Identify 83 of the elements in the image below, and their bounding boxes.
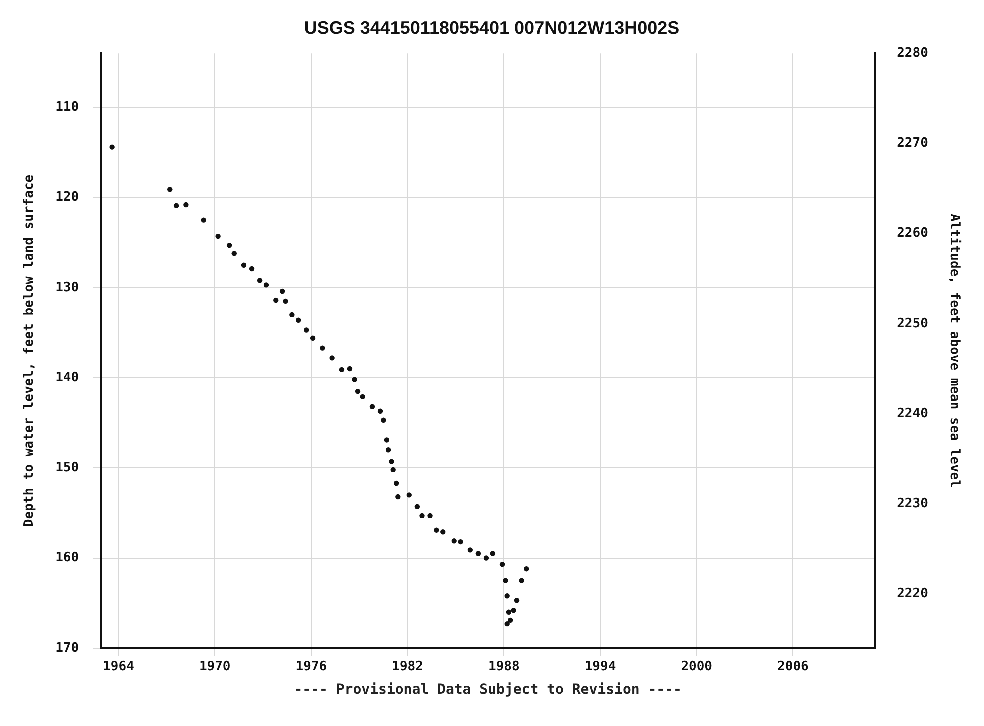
y-tick-label: 150 <box>56 460 80 476</box>
x-tick-label: 1994 <box>584 660 616 675</box>
point <box>296 318 302 323</box>
point <box>184 202 189 208</box>
point <box>201 218 206 223</box>
point <box>280 288 286 294</box>
point <box>330 356 335 361</box>
point <box>174 203 180 209</box>
point <box>452 538 457 544</box>
x-tick-label: 2000 <box>681 660 713 675</box>
point <box>440 530 446 535</box>
point <box>490 551 496 556</box>
y2-tick-label: 2260 <box>897 226 929 242</box>
y-tick-label: 140 <box>56 370 80 386</box>
x-tick-label: 1988 <box>488 660 520 675</box>
point <box>310 336 316 341</box>
point <box>406 492 412 498</box>
point <box>468 548 474 553</box>
point <box>360 394 366 400</box>
point <box>274 298 279 304</box>
point <box>347 366 353 372</box>
point <box>241 262 247 268</box>
point <box>506 610 512 615</box>
point <box>352 377 358 382</box>
point <box>381 418 386 423</box>
y-axis-title: Depth to water level, feet below land surface <box>22 174 38 528</box>
point <box>378 408 384 414</box>
y2-tick-label: 2240 <box>897 406 929 422</box>
text: ---- Provisional Data Subject to Revision ---- <box>294 682 682 698</box>
point <box>355 388 361 394</box>
y2-axis-title: Altitude, feet above mean sea level <box>946 214 962 488</box>
y-tick-label: 120 <box>56 190 80 206</box>
point <box>519 578 524 584</box>
point <box>503 578 508 584</box>
point <box>476 551 482 556</box>
point <box>434 528 440 533</box>
point <box>339 367 345 373</box>
point <box>484 556 490 561</box>
point <box>290 312 295 318</box>
point <box>257 278 263 284</box>
point <box>524 566 530 572</box>
x-tick-label: 1982 <box>392 660 424 675</box>
point <box>386 448 392 453</box>
chart-title: USGS 344150118055401 007N012W13H002S <box>304 18 680 38</box>
y2-tick-label: 2250 <box>897 316 929 332</box>
point <box>304 328 310 333</box>
point <box>110 144 115 150</box>
y2-tick-label: 2220 <box>897 586 929 602</box>
point <box>500 562 506 568</box>
point <box>370 404 376 410</box>
x-tick-label: 2006 <box>778 660 810 675</box>
point <box>511 608 516 614</box>
point <box>384 438 390 443</box>
point <box>508 618 514 624</box>
x-tick-label: 1964 <box>103 660 135 675</box>
point <box>420 513 425 519</box>
point <box>504 621 510 627</box>
point <box>414 504 420 510</box>
point <box>504 594 510 599</box>
point <box>249 266 255 272</box>
point <box>390 467 396 473</box>
point <box>264 282 270 288</box>
point <box>320 346 326 351</box>
y-tick-label: 130 <box>56 280 80 296</box>
y2-tick-label: 2270 <box>897 136 929 152</box>
y-tick-label: 110 <box>56 100 80 116</box>
point <box>458 539 464 545</box>
point <box>283 298 288 304</box>
point <box>428 513 433 519</box>
x-tick-label: 1970 <box>199 660 231 675</box>
y2-tick-label: 2280 <box>897 46 929 61</box>
point <box>396 494 401 500</box>
point <box>394 480 400 486</box>
point <box>216 234 221 240</box>
y-tick-label: 170 <box>56 640 80 656</box>
y2-tick-label: 2230 <box>897 496 929 512</box>
point <box>226 242 232 248</box>
y-tick-label: 160 <box>56 550 80 566</box>
point <box>232 251 237 256</box>
point <box>514 598 520 604</box>
x-tick-label: 1976 <box>296 660 328 675</box>
point <box>389 459 394 464</box>
point <box>168 187 173 192</box>
